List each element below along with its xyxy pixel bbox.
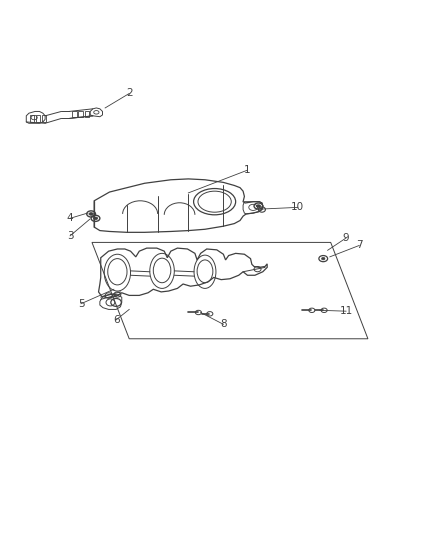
Text: 8: 8: [220, 319, 227, 329]
Ellipse shape: [93, 217, 98, 220]
Bar: [78, 111, 83, 117]
Text: 11: 11: [339, 306, 353, 316]
Bar: [30, 115, 34, 122]
Ellipse shape: [89, 213, 93, 215]
Bar: [85, 111, 89, 117]
Bar: [72, 111, 77, 117]
Text: 7: 7: [356, 240, 363, 251]
Text: 9: 9: [343, 233, 350, 243]
Bar: [36, 115, 40, 122]
Text: 6: 6: [113, 315, 120, 325]
Text: 2: 2: [126, 88, 133, 99]
Text: 4: 4: [67, 213, 74, 223]
Text: 3: 3: [67, 231, 74, 241]
Text: 10: 10: [291, 203, 304, 212]
Ellipse shape: [321, 257, 325, 260]
Text: 1: 1: [244, 165, 251, 175]
Text: 5: 5: [78, 298, 85, 309]
Ellipse shape: [256, 205, 261, 207]
Bar: [42, 115, 46, 122]
